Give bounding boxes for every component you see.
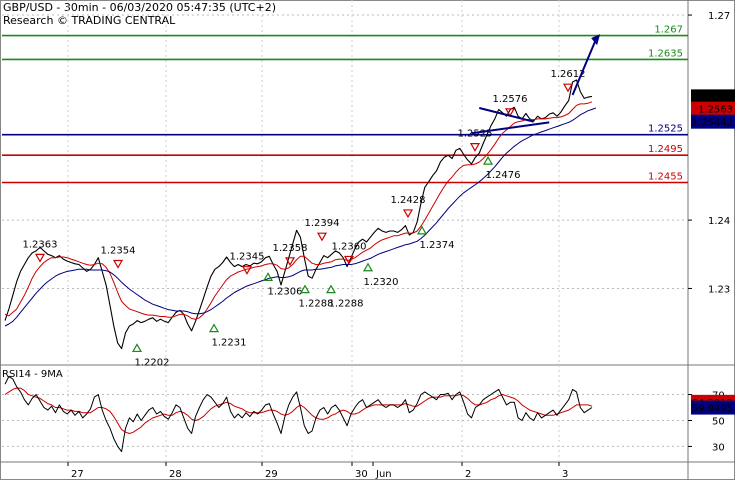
resistance-marker (562, 83, 574, 93)
support-marker (325, 284, 337, 294)
price-tag-0: 1.2581 (698, 92, 733, 103)
trough-label-3: 1.2288 (299, 299, 334, 310)
level-label-1.2455: 1.2455 (648, 172, 683, 183)
support-marker (362, 262, 374, 272)
support-marker (131, 343, 143, 353)
level-label-1.2495: 1.2495 (648, 144, 683, 155)
rsi-tag-1: 59.9495 (692, 404, 733, 415)
time-tick-label-0: 27 (71, 469, 84, 480)
chart-title: GBP/USD - 30min - 06/03/2020 05:47:35 (U… (3, 1, 276, 14)
trough-label-7: 1.2476 (486, 170, 521, 181)
support-marker (482, 155, 494, 165)
level-label-1.2635: 1.2635 (648, 48, 683, 59)
projection-arrowhead (591, 34, 601, 46)
peak-label-2: 1.2345 (230, 252, 265, 263)
resistance-marker (34, 253, 46, 263)
resistance-marker (343, 255, 355, 265)
projection-arrow-line (571, 38, 598, 96)
triangle-upper-line (479, 107, 534, 123)
rsi-tag-1-bg (691, 400, 735, 415)
rsi-tick-label-1: 50 (712, 416, 725, 427)
resistance-marker (241, 266, 253, 275)
peak-label-0: 1.2363 (23, 239, 58, 250)
trough-label-0: 1.2202 (135, 357, 170, 368)
level-label-1.2525: 1.2525 (648, 124, 683, 135)
price-tag-2-bg (691, 114, 735, 129)
price-tick-label-2: 1.23 (708, 284, 730, 295)
rsi-label: RSI14 - 9MA (2, 369, 63, 380)
price-tag-1-bg (691, 101, 735, 116)
support-marker (262, 272, 274, 281)
peak-label-6: 1.2428 (391, 195, 426, 206)
price-tick-label-1: 1.24 (708, 216, 730, 227)
resistance-marker (316, 232, 328, 242)
support-marker (208, 323, 220, 333)
trough-label-2: 1.2306 (268, 286, 303, 297)
time-tick-label-6: 3 (562, 469, 568, 480)
rsi-tick-label-2: 30 (712, 442, 725, 453)
price-tick-label-0: 1.27 (708, 11, 730, 22)
peak-label-9: 1.2612 (551, 69, 586, 80)
peak-label-4: 1.2394 (305, 218, 340, 229)
time-tick-label-4: Jun (375, 469, 392, 480)
resistance-marker (469, 143, 481, 152)
peak-label-1: 1.2354 (101, 246, 136, 257)
peak-label-7: 1.2525 (458, 129, 493, 140)
price-tag-2: 1.25442 (692, 118, 733, 129)
resistance-marker (402, 209, 414, 219)
level-label-1.267: 1.267 (654, 25, 683, 36)
rsi-line (4, 375, 593, 453)
price-tag-1: 1.2563 (698, 105, 733, 116)
ma-slow-line (4, 107, 597, 327)
rsi-ma-line (4, 387, 593, 434)
time-tick-label-1: 28 (169, 469, 182, 480)
ma-fast-line (4, 101, 593, 320)
chart-subtitle: Research © TRADING CENTRAL (3, 14, 176, 27)
resistance-marker (112, 259, 124, 269)
peak-label-3: 1.2358 (273, 243, 308, 254)
time-tick-label-2: 29 (265, 469, 278, 480)
trough-label-5: 1.2320 (364, 277, 399, 288)
peak-label-8: 1.2576 (493, 94, 528, 105)
price-tag-0-bg (691, 89, 735, 104)
support-marker (416, 225, 428, 235)
triangle-lower-line (471, 121, 550, 135)
time-tick-label-5: 2 (465, 469, 471, 480)
time-tick-label-3: 30 (355, 469, 368, 480)
peak-label-5: 1.2360 (332, 241, 367, 252)
trough-label-6: 1.2374 (420, 240, 455, 251)
price-series-line (4, 79, 593, 350)
resistance-marker (284, 257, 296, 267)
support-marker (299, 284, 311, 294)
resistance-marker (504, 108, 516, 118)
trough-label-4: 1.2288 (329, 299, 364, 310)
trough-label-1: 1.2231 (212, 338, 247, 349)
